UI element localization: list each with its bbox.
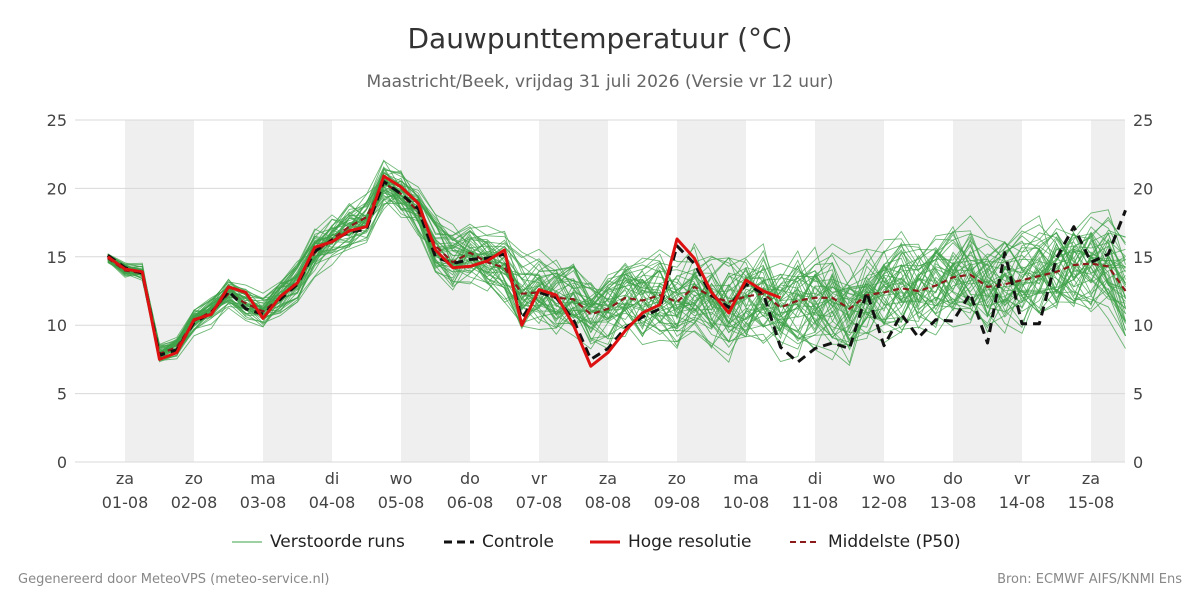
x-tick-date: 06-08 (447, 493, 494, 512)
legend-swatch-ensemble (232, 541, 262, 543)
y-tick-label-right: 0 (1133, 453, 1143, 472)
x-tick-date: 12-08 (861, 493, 908, 512)
legend-swatch-control (444, 540, 474, 544)
day-band (125, 120, 194, 462)
ensemble-member-line (107, 186, 1126, 356)
y-tick-label-right: 20 (1133, 179, 1153, 198)
footer-source: Bron: ECMWF AIFS/KNMI Ens (997, 572, 1182, 587)
y-tick-label-left: 20 (47, 179, 67, 198)
chart-subtitle: Maastricht/Beek, vrijdag 31 juli 2026 (V… (366, 72, 834, 92)
ensemble-member-line (107, 167, 1126, 361)
y-tick-label-right: 25 (1133, 111, 1153, 130)
x-tick-date: 03-08 (240, 493, 287, 512)
x-tick-date: 09-08 (654, 493, 701, 512)
legend-label: Controle (482, 532, 554, 552)
x-tick-day: di (325, 469, 340, 488)
ensemble-member-line (107, 175, 1126, 353)
y-tick-label-left: 25 (47, 111, 67, 130)
ensemble-member-line (107, 178, 1126, 351)
chart-title: Dauwpunttemperatuur (°C) (407, 22, 793, 55)
x-tick-day: zo (185, 469, 203, 488)
x-tick-date: 05-08 (378, 493, 425, 512)
y-tick-label-right: 15 (1133, 248, 1153, 267)
x-tick-day: za (1082, 469, 1100, 488)
y-tick-label-left: 0 (57, 453, 67, 472)
x-tick-day: wo (390, 469, 413, 488)
series-line-hoge-resolutie (106, 174, 782, 368)
x-tick-day: wo (873, 469, 896, 488)
y-tick-label-right: 10 (1133, 316, 1153, 335)
x-tick-date: 11-08 (792, 493, 839, 512)
legend-item-highres: Hoge resolutie (590, 530, 752, 554)
x-tick-day: za (599, 469, 617, 488)
x-tick-day: vr (531, 469, 547, 488)
legend-item-ensemble: Verstoorde runs (232, 530, 405, 554)
x-tick-date: 08-08 (585, 493, 632, 512)
y-tick-label-left: 15 (47, 248, 67, 267)
day-band (401, 120, 470, 462)
ensemble-member-line (107, 195, 1126, 365)
x-tick-day: di (808, 469, 823, 488)
legend-item-control: Controle (444, 530, 554, 554)
y-tick-label-left: 5 (57, 385, 67, 404)
ensemble-member-line (107, 198, 1126, 361)
x-tick-date: 15-08 (1068, 493, 1115, 512)
day-bands (125, 120, 1125, 462)
ensemble-member-line (107, 189, 1126, 353)
x-tick-day: do (943, 469, 963, 488)
x-tick-day: zo (668, 469, 686, 488)
legend-label: Hoge resolutie (628, 532, 752, 552)
x-tick-date: 04-08 (309, 493, 356, 512)
x-axis-labels: za 01-08 zo 02-08 ma 03-08 di 04-08 wo 05-08 do 06-… (102, 469, 1115, 512)
ensemble-member-line (107, 173, 1126, 353)
legend-label: Verstoorde runs (270, 532, 405, 552)
y-tick-label-right: 5 (1133, 385, 1143, 404)
axis-ticks: 0 0 5 5 10 10 15 15 20 20 25 25 (47, 111, 1154, 472)
x-tick-day: vr (1014, 469, 1030, 488)
x-tick-date: 13-08 (930, 493, 977, 512)
x-tick-day: za (116, 469, 134, 488)
series-line-controle (106, 180, 1127, 364)
x-tick-date: 01-08 (102, 493, 149, 512)
ensemble-member-line (107, 198, 1126, 349)
x-tick-date: 14-08 (999, 493, 1046, 512)
x-tick-date: 10-08 (723, 493, 770, 512)
main-series (106, 174, 1127, 368)
y-tick-label-left: 10 (47, 316, 67, 335)
ensemble-member-line (107, 177, 1126, 352)
dewpoint-chart: 0 0 5 5 10 10 15 15 20 20 25 25 za 01-08 zo 02-08 ma 03-… (47, 111, 1154, 512)
x-tick-day: ma (733, 469, 758, 488)
x-tick-day: ma (250, 469, 275, 488)
legend-swatch-highres (590, 540, 620, 544)
ensemble-member-line (107, 169, 1126, 347)
x-tick-date: 07-08 (516, 493, 563, 512)
legend-swatch-p50 (790, 541, 820, 543)
x-tick-date: 02-08 (171, 493, 218, 512)
legend: Verstoorde runs Controle Hoge resolutie … (0, 530, 1200, 554)
grid-lines (75, 119, 1125, 463)
legend-label: Middelste (P50) (828, 532, 961, 552)
footer-credit: Gegenereerd door MeteoVPS (meteo-service… (18, 572, 330, 587)
legend-item-p50: Middelste (P50) (790, 530, 961, 554)
x-tick-day: do (460, 469, 480, 488)
